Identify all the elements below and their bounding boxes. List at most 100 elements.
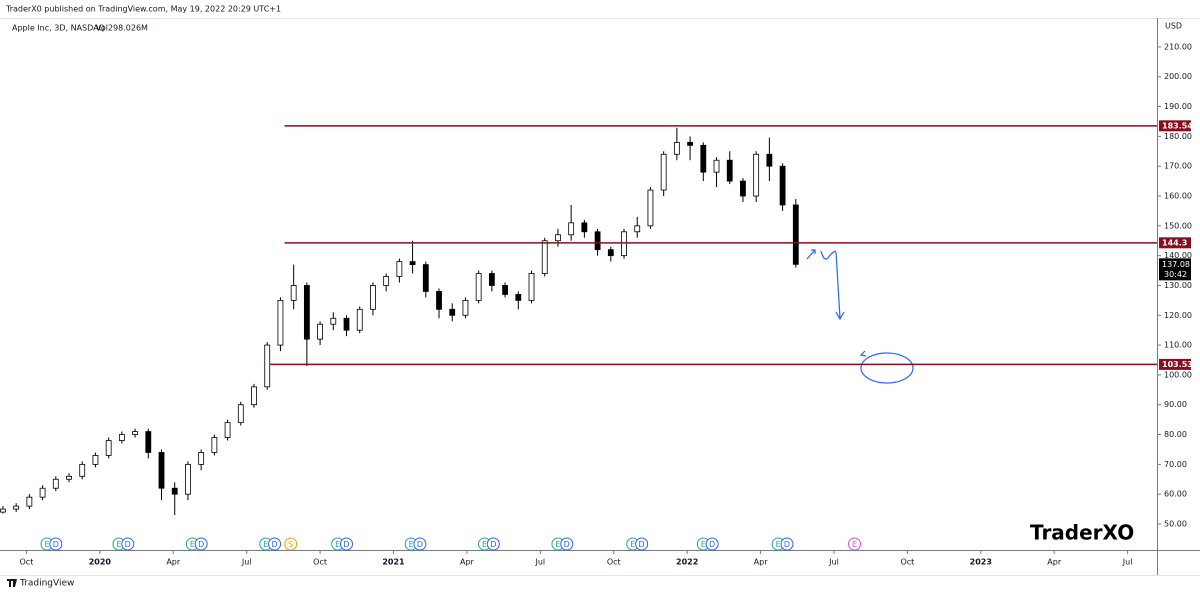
event-label: E — [190, 540, 195, 549]
candle-body — [224, 422, 231, 438]
candle-body — [158, 452, 165, 489]
candle-body — [700, 144, 707, 173]
candle-body — [383, 276, 390, 286]
event-marker — [340, 537, 354, 551]
candle-body — [343, 317, 350, 331]
y-tick-label: 140.00 — [1164, 251, 1192, 260]
event-marker — [486, 537, 500, 551]
x-tick-label: Jul — [241, 558, 252, 567]
y-tick-label: 120.00 — [1164, 311, 1192, 320]
y-tick-label: 170.00 — [1164, 162, 1192, 171]
event-label: D — [639, 540, 645, 549]
x-tick-label: 2022 — [676, 558, 698, 567]
candle-body — [132, 431, 138, 435]
event-label: D — [490, 540, 496, 549]
x-tick-label: 2023 — [970, 558, 992, 567]
footer-brand: TradingView — [19, 579, 74, 589]
candle-body — [118, 434, 125, 441]
event-label: E — [701, 540, 706, 549]
down-arrow — [835, 251, 845, 321]
candle-body — [0, 508, 6, 513]
candle-body — [145, 431, 152, 453]
x-tick-label: Jul — [828, 558, 839, 567]
price-label-bg — [1159, 258, 1191, 281]
countdown-label: 30:42 — [1164, 270, 1187, 279]
circle-tick — [859, 350, 867, 357]
candle-body — [92, 455, 99, 465]
candle-body — [409, 261, 416, 265]
event-label: D — [271, 540, 277, 549]
level-label: 103.53 — [1162, 360, 1193, 369]
candle-body — [568, 222, 575, 236]
x-tick-label: Apr — [754, 558, 769, 567]
y-tick-label: 210.00 — [1164, 42, 1192, 51]
candle-body — [462, 299, 469, 316]
event-label: D — [53, 540, 59, 549]
event-label: D — [198, 540, 204, 549]
candle-body — [290, 285, 297, 301]
candle-body — [647, 189, 654, 227]
target-circle — [860, 352, 914, 384]
candle-body — [515, 294, 522, 301]
candle-body — [713, 159, 720, 173]
last-price-label: 137.08 — [1162, 260, 1190, 269]
event-marker — [194, 537, 208, 551]
x-tick-label: Apr — [166, 558, 181, 567]
event-marker — [705, 537, 719, 551]
event-label: E — [116, 540, 121, 549]
candle-body — [356, 308, 363, 331]
x-tick-label: Oct — [900, 558, 914, 567]
y-tick-label: 200.00 — [1164, 72, 1192, 81]
candle-body — [171, 487, 178, 495]
candle-body — [422, 264, 429, 292]
x-tick-label: 2020 — [89, 558, 112, 567]
x-tick-label: Oct — [313, 558, 327, 567]
event-label: E — [335, 540, 340, 549]
candle-body — [502, 285, 508, 295]
y-tick-label: 100.00 — [1164, 370, 1192, 379]
event-label: E — [409, 540, 414, 549]
candle-body — [475, 273, 482, 301]
y-tick-label: 150.00 — [1164, 221, 1192, 230]
candle-body — [52, 478, 59, 489]
event-label: D — [125, 540, 131, 549]
event-marker — [635, 537, 649, 551]
candle-body — [528, 273, 535, 301]
event-label: E — [263, 540, 268, 549]
candle-body — [79, 463, 86, 477]
event-label: D — [564, 540, 570, 549]
x-tick-label: Oct — [607, 558, 621, 567]
candle-body — [370, 285, 376, 310]
candles — [0, 127, 799, 516]
y-tick-label: 160.00 — [1164, 192, 1192, 201]
currency-label: USD — [1165, 22, 1182, 31]
candle-body — [436, 291, 442, 310]
candle-body — [66, 475, 72, 480]
event-label: E — [482, 540, 487, 549]
event-label: D — [709, 540, 715, 549]
level-label-bg — [1159, 358, 1191, 370]
event-label: S — [288, 540, 293, 549]
candle-body — [198, 452, 205, 465]
level-label: 183.54 — [1162, 121, 1193, 130]
event-label: E — [44, 540, 49, 549]
symbol-title: Apple Inc, 3D, NASDAQ — [12, 24, 105, 33]
candle-body — [185, 463, 191, 495]
hand-drawings — [806, 249, 914, 384]
candle-body — [779, 165, 786, 206]
candle-body — [105, 440, 112, 456]
event-label: E — [852, 540, 857, 549]
x-tick-label: Apr — [1047, 558, 1062, 567]
event-marker — [848, 537, 862, 551]
candle-body — [660, 153, 667, 191]
candle-body — [330, 317, 337, 325]
x-tick-label: Jul — [1122, 558, 1133, 567]
event-marker — [121, 537, 135, 551]
candle-body — [237, 404, 244, 424]
candle-body — [753, 153, 760, 197]
event-label: D — [784, 540, 790, 549]
squiggle — [820, 250, 837, 260]
candle-body — [621, 231, 627, 257]
candle-body — [555, 234, 561, 242]
